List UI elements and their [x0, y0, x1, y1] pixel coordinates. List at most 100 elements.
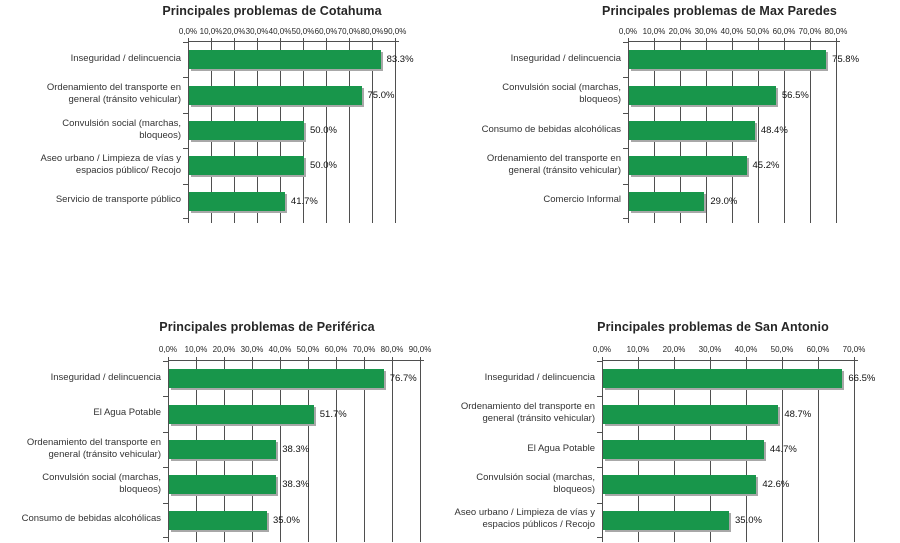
- charts-row-top: Principales problemas de Cotahuma 0,0% 10…: [0, 0, 900, 270]
- bar: [629, 156, 747, 176]
- bar-value-label: 38.3%: [282, 444, 310, 456]
- value-axis-tick-labels: 0,0% 10,0% 20,0% 30,0% 40,0% 50,0% 60,0% 70,0% 8…: [179, 27, 406, 39]
- bar: [603, 440, 764, 460]
- bar: [629, 85, 776, 105]
- axis-tick-label: 40,0%: [268, 345, 292, 354]
- gridline: [395, 38, 396, 223]
- axis-tick-label: 60,0%: [772, 27, 796, 36]
- category-tick: [623, 112, 628, 114]
- bar-value-label: 75.0%: [367, 89, 395, 101]
- bar-value-label: 76.7%: [389, 373, 417, 385]
- value-axis-tick-labels: 0,0% 10,0% 20,0% 30,0% 40,0% 50,0% 60,0% 70,0% 8…: [159, 345, 431, 357]
- gridline: [854, 357, 855, 542]
- category-tick: [163, 502, 168, 504]
- category-tick: [597, 467, 602, 469]
- category-label: Ordenamiento del transporte en general (t…: [460, 401, 595, 425]
- axis-tick-label: 60,0%: [806, 345, 830, 354]
- bar-value-label: 45.2%: [752, 160, 780, 172]
- bar-row: 38.3%: [168, 467, 424, 502]
- bar: [169, 404, 314, 424]
- bar: [189, 121, 304, 141]
- bar: [169, 510, 267, 530]
- category-label: Convulsión social (marchas, bloqueos): [42, 471, 161, 495]
- gridline: [818, 357, 819, 542]
- gridline: [349, 38, 350, 223]
- bar-row: 35.0%: [168, 503, 424, 538]
- category-label: Consumo de bebidas alcohólicas: [481, 123, 621, 135]
- axis-tick-label: 30,0%: [245, 27, 269, 36]
- axis-tick-label: 70,0%: [352, 345, 376, 354]
- gridline: [758, 38, 759, 223]
- bar-row: 66.5%: [602, 361, 875, 396]
- gridline: [280, 357, 281, 542]
- axis-tick-label: 80,0%: [380, 345, 404, 354]
- category-tick: [623, 183, 628, 185]
- gridline: [836, 38, 837, 223]
- category-tick: [623, 148, 628, 150]
- bar-rows: 83.3% 75.0% 50.0% 50.0% 41.7%: [188, 42, 414, 219]
- axis-tick-label: 50,0%: [291, 27, 315, 36]
- axis-tick-label: 50,0%: [296, 345, 320, 354]
- bar-row: 29.0%: [628, 184, 840, 219]
- gridline: [308, 357, 309, 542]
- bar-rows: 66.5% 48.7% 44.7% 42.6% 35.0%: [602, 361, 875, 538]
- gridline: [336, 357, 337, 542]
- category-labels: Inseguridad / delincuencia Ordenamiento d…: [0, 41, 188, 218]
- bar-value-label: 50.0%: [310, 125, 337, 137]
- bar-value-label: 56.5%: [781, 89, 809, 101]
- bar-row: 76.7%: [168, 361, 424, 396]
- bar: [189, 85, 362, 105]
- category-axis-line: [602, 357, 603, 542]
- axis-tick-label: 80,0%: [824, 27, 848, 36]
- axis-tick-label: 60,0%: [314, 27, 338, 36]
- axis-tick-label: 0,0%: [158, 345, 178, 354]
- bar: [603, 510, 729, 530]
- plot-area: 76.7% 51.7% 38.3% 38.3% 35.0%: [163, 357, 424, 542]
- bar-value-label: 29.0%: [710, 195, 738, 207]
- bar-row: 38.3%: [168, 432, 424, 467]
- gridline: [372, 38, 373, 223]
- category-label: Convulsión social (marchas, bloqueos): [62, 117, 181, 141]
- category-tick: [597, 361, 602, 362]
- category-tick: [183, 148, 188, 150]
- category-label: El Agua Potable: [93, 407, 161, 419]
- plot-area: 75.8% 56.5% 48.4% 45.2% 29.0%: [623, 38, 859, 223]
- category-label: Ordenamiento del transporte en general (t…: [46, 82, 181, 106]
- charts-row-bottom: Principales problemas de Periférica 0,0%…: [0, 315, 900, 543]
- axis-tick-label: 70,0%: [842, 345, 866, 354]
- category-tick: [163, 537, 168, 538]
- bar-row: 48.7%: [602, 396, 858, 431]
- chart-title: Principales problemas de San Antonio: [597, 320, 829, 334]
- bar: [603, 475, 757, 495]
- bar-value-label: 44.7%: [769, 444, 797, 456]
- bar-row: 56.5%: [628, 77, 840, 112]
- bar: [169, 440, 277, 460]
- bar: [603, 369, 843, 389]
- bar-value-label: 41.7%: [290, 195, 318, 207]
- axis-tick-label: 50,0%: [770, 345, 794, 354]
- category-tick: [597, 431, 602, 433]
- gridline: [420, 357, 421, 542]
- axis-tick-label: 70,0%: [337, 27, 361, 36]
- axis-tick-label: 10,0%: [184, 345, 208, 354]
- axis-tick-label: 20,0%: [222, 27, 246, 36]
- bar-rows: 76.7% 51.7% 38.3% 38.3% 35.0%: [168, 361, 424, 538]
- category-labels: Inseguridad / delincuencia Convulsión soc…: [450, 41, 628, 218]
- axis-tick-label: 0,0%: [178, 27, 198, 36]
- bar-value-label: 50.0%: [310, 160, 337, 172]
- gridline: [810, 38, 811, 223]
- chart-periferica: Principales problemas de Periférica 0,0%…: [0, 315, 450, 543]
- bar-row: 48.4%: [628, 113, 840, 148]
- category-tick: [183, 218, 188, 219]
- category-label: Convulsión social (marchas, bloqueos): [502, 82, 621, 106]
- plot-area: 83.3% 75.0% 50.0% 50.0% 41.7%: [183, 38, 414, 223]
- category-label: El Agua Potable: [527, 442, 595, 454]
- bar: [603, 404, 779, 424]
- category-label: Inseguridad / delincuencia: [484, 371, 595, 383]
- category-tick: [163, 361, 168, 362]
- chart-title: Principales problemas de Periférica: [159, 320, 375, 334]
- axis-tick-label: 70,0%: [798, 27, 822, 36]
- bar-row: 35.0%: [602, 503, 858, 538]
- bar-row: 51.7%: [168, 396, 424, 431]
